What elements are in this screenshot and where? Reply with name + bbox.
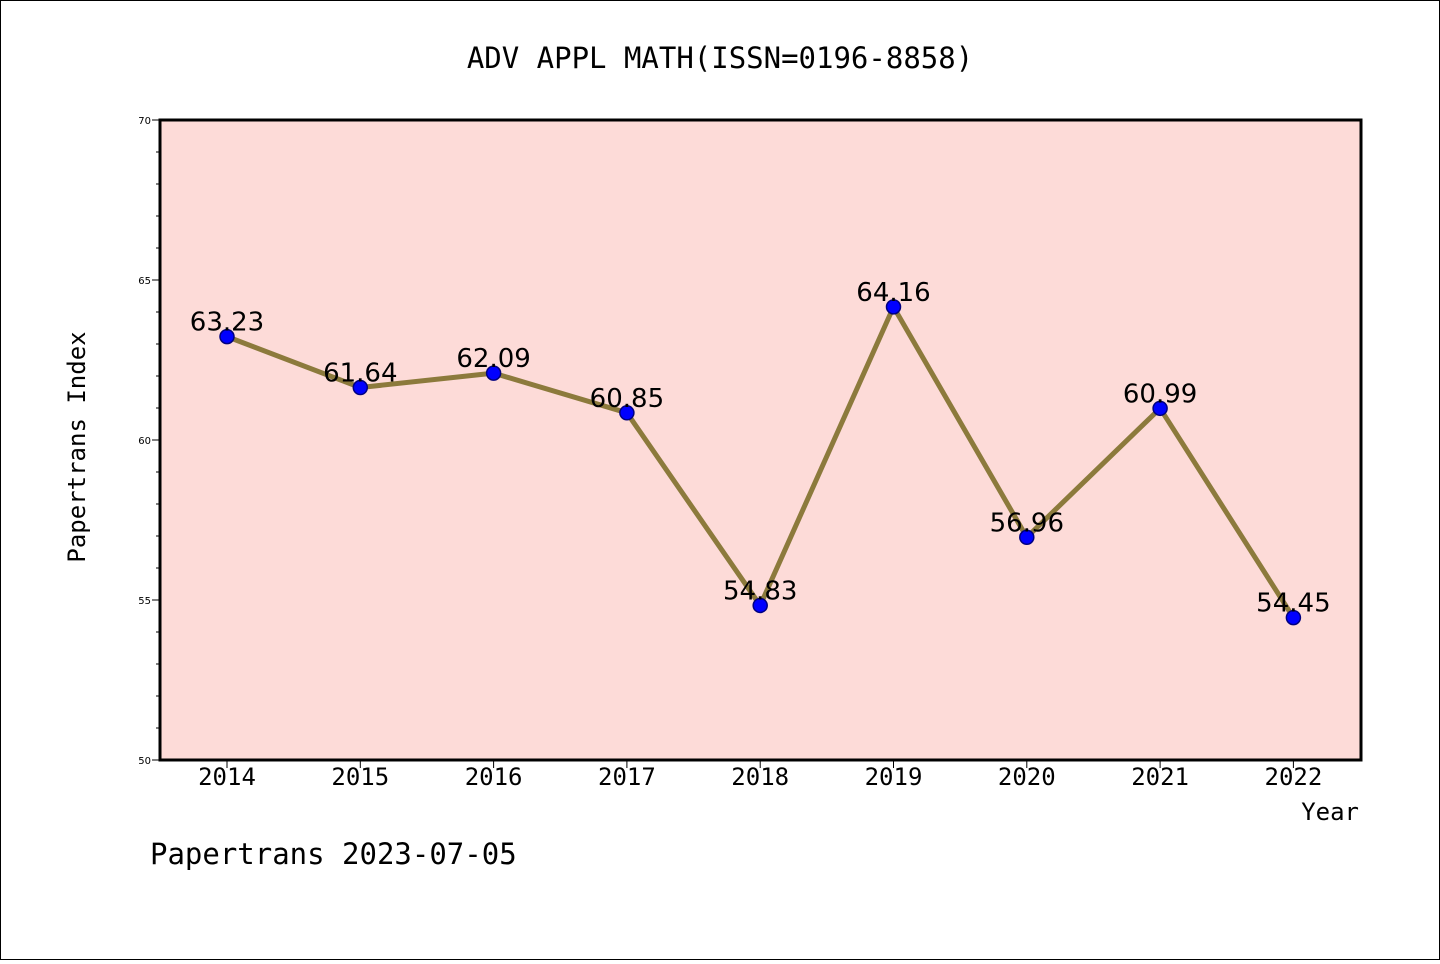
data-point-marker [352,379,369,396]
x-tick-label: 2015 [331,763,389,791]
data-point-label: 54.83 [723,576,797,606]
chart-title: ADV APPL MATH(ISSN=0196-8858) [467,41,973,75]
data-point-label: 60.99 [1123,379,1197,409]
footer-date-stamp: Papertrans 2023-07-05 [150,837,517,871]
data-point-marker [1285,609,1302,626]
y-axis-label: Papertrans Index [63,331,91,562]
y-tick-label: 50 [138,756,151,767]
plot-area [158,118,1363,762]
x-tick-label: 2019 [865,763,923,791]
data-point-label: 54.45 [1256,589,1330,619]
x-axis: 2014 2015 2016 2017 2018 2019 2020 2021 2022 [198,760,1322,791]
data-point-marker [752,597,768,614]
x-axis-label: Year [1301,798,1359,826]
x-tick-label: 2016 [465,763,523,791]
x-tick-label: 2022 [1265,763,1323,791]
x-tick-label: 2018 [731,763,789,791]
x-tick-label: 2014 [198,763,256,791]
data-point-label: 56.96 [990,508,1064,538]
x-tick-label: 2017 [598,763,656,791]
data-point-marker [1019,529,1035,546]
x-tick-label: 2021 [1131,763,1189,791]
data-point-label: 64.16 [856,278,930,308]
y-tick-label: 65 [138,276,151,287]
y-tick-label: 55 [138,596,151,607]
y-tick-label: 70 [138,116,151,127]
y-axis: 50 55 60 65 70 [138,116,160,767]
data-point-marker [619,405,635,421]
data-point-marker [485,365,502,381]
data-point-label: 62.09 [456,344,530,374]
data-point-marker [219,328,235,345]
data-point-marker [1152,400,1168,417]
data-point-label: 60.85 [590,384,664,414]
data-point-marker [885,299,902,315]
data-point-label: 61.64 [323,359,397,389]
series-layer: 63.23 61.64 62.09 60.85 54.83 64.16 56.96 60.99… [190,278,1331,626]
data-point-label: 63.23 [190,308,264,338]
x-tick-label: 2020 [998,763,1056,791]
y-tick-label: 60 [138,436,151,447]
